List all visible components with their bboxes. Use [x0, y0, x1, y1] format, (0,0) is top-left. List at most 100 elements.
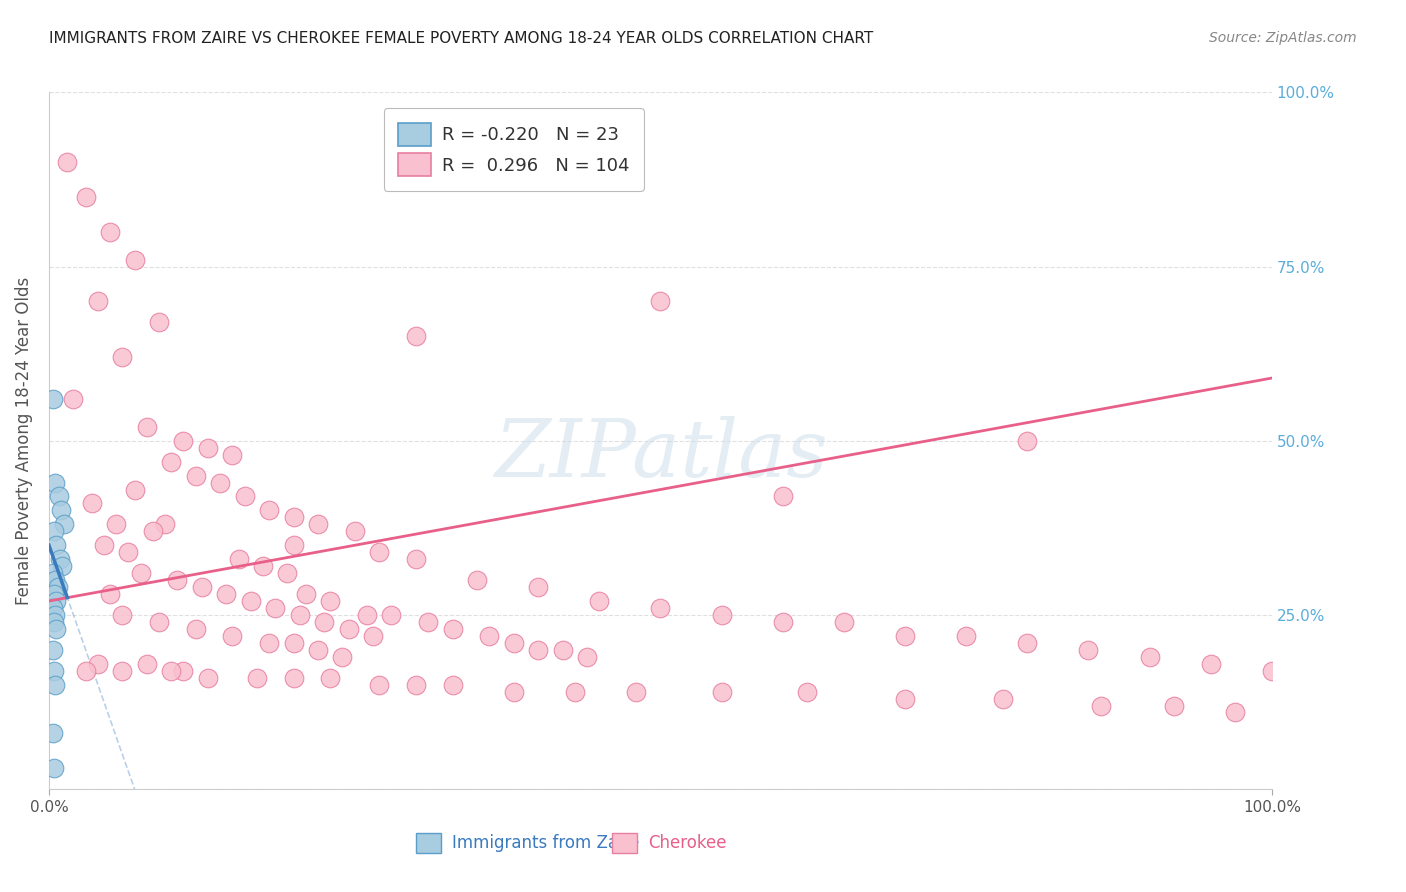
- Point: [80, 496, 103, 510]
- Point: [41, 601, 63, 615]
- Point: [624, 684, 647, 698]
- Point: [1225, 706, 1247, 720]
- Point: [772, 490, 794, 504]
- Point: [502, 636, 524, 650]
- Point: [319, 671, 342, 685]
- Point: [502, 684, 524, 698]
- Point: [135, 419, 157, 434]
- Point: [527, 580, 550, 594]
- Point: [129, 566, 152, 581]
- Point: [257, 636, 280, 650]
- Point: [441, 622, 464, 636]
- Point: [233, 490, 256, 504]
- Point: [441, 678, 464, 692]
- Point: [405, 678, 427, 692]
- Point: [41, 566, 63, 581]
- Point: [772, 615, 794, 629]
- Point: [551, 642, 574, 657]
- Point: [332, 649, 354, 664]
- Point: [44, 475, 66, 490]
- Point: [1090, 698, 1112, 713]
- Point: [650, 294, 672, 309]
- Point: [343, 524, 366, 539]
- Point: [319, 594, 342, 608]
- Text: Immigrants from Zaire: Immigrants from Zaire: [453, 834, 640, 852]
- Point: [42, 761, 65, 775]
- Point: [41, 726, 63, 740]
- Point: [44, 607, 66, 622]
- Point: [184, 468, 207, 483]
- Point: [45, 622, 67, 636]
- Point: [52, 517, 75, 532]
- Point: [148, 315, 170, 329]
- Point: [710, 684, 733, 698]
- Point: [796, 684, 818, 698]
- Point: [56, 155, 79, 169]
- Point: [1261, 664, 1284, 678]
- Point: [87, 657, 110, 671]
- Point: [42, 615, 65, 629]
- Point: [710, 607, 733, 622]
- Point: [41, 392, 63, 406]
- Point: [105, 517, 128, 532]
- Point: [184, 622, 207, 636]
- Point: [283, 510, 305, 524]
- Point: [465, 573, 488, 587]
- Point: [142, 524, 165, 539]
- Point: [44, 678, 66, 692]
- Point: [46, 580, 69, 594]
- Point: [361, 629, 384, 643]
- Point: [153, 517, 176, 532]
- Point: [42, 524, 65, 539]
- Y-axis label: Female Poverty Among 18-24 Year Olds: Female Poverty Among 18-24 Year Olds: [15, 277, 32, 605]
- Text: IMMIGRANTS FROM ZAIRE VS CHEROKEE FEMALE POVERTY AMONG 18-24 YEAR OLDS CORRELATI: IMMIGRANTS FROM ZAIRE VS CHEROKEE FEMALE…: [49, 31, 873, 46]
- Point: [294, 587, 316, 601]
- Point: [42, 587, 65, 601]
- Point: [51, 559, 73, 574]
- Point: [252, 559, 274, 574]
- Point: [135, 657, 157, 671]
- Point: [239, 594, 262, 608]
- Point: [832, 615, 855, 629]
- Point: [650, 601, 672, 615]
- Point: [307, 517, 329, 532]
- Point: [124, 483, 146, 497]
- Point: [197, 671, 219, 685]
- Point: [246, 671, 269, 685]
- Point: [111, 607, 134, 622]
- Point: [264, 601, 287, 615]
- Text: Cherokee: Cherokee: [648, 834, 727, 852]
- Text: Source: ZipAtlas.com: Source: ZipAtlas.com: [1209, 31, 1357, 45]
- Point: [215, 587, 238, 601]
- Point: [416, 615, 439, 629]
- Point: [576, 649, 599, 664]
- Point: [48, 490, 70, 504]
- Point: [894, 629, 917, 643]
- Point: [228, 552, 250, 566]
- Point: [405, 329, 427, 343]
- Point: [160, 455, 183, 469]
- Point: [45, 594, 67, 608]
- Point: [405, 552, 427, 566]
- Point: [44, 573, 66, 587]
- Legend: R = -0.220   N = 23, R =  0.296   N = 104: R = -0.220 N = 23, R = 0.296 N = 104: [384, 108, 644, 191]
- Point: [75, 664, 97, 678]
- Point: [49, 552, 72, 566]
- Point: [41, 642, 63, 657]
- Point: [197, 441, 219, 455]
- Point: [173, 664, 195, 678]
- Point: [111, 664, 134, 678]
- Point: [87, 294, 110, 309]
- Point: [588, 594, 610, 608]
- Point: [221, 629, 243, 643]
- Point: [1163, 698, 1185, 713]
- Point: [117, 545, 139, 559]
- Point: [276, 566, 298, 581]
- Point: [564, 684, 586, 698]
- Point: [98, 225, 121, 239]
- Point: [98, 587, 121, 601]
- Point: [478, 629, 501, 643]
- Point: [356, 607, 378, 622]
- Point: [173, 434, 195, 448]
- Point: [124, 252, 146, 267]
